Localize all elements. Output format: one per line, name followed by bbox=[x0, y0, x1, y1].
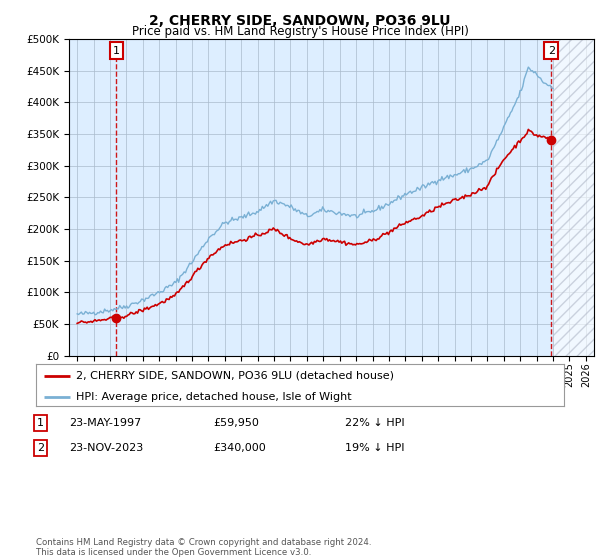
Text: 23-MAY-1997: 23-MAY-1997 bbox=[69, 418, 141, 428]
Text: HPI: Average price, detached house, Isle of Wight: HPI: Average price, detached house, Isle… bbox=[76, 392, 351, 402]
Text: Contains HM Land Registry data © Crown copyright and database right 2024.
This d: Contains HM Land Registry data © Crown c… bbox=[36, 538, 371, 557]
Text: 22% ↓ HPI: 22% ↓ HPI bbox=[345, 418, 404, 428]
Text: £340,000: £340,000 bbox=[213, 443, 266, 453]
Text: 2: 2 bbox=[548, 45, 555, 55]
Text: 23-NOV-2023: 23-NOV-2023 bbox=[69, 443, 143, 453]
Text: 2, CHERRY SIDE, SANDOWN, PO36 9LU (detached house): 2, CHERRY SIDE, SANDOWN, PO36 9LU (detac… bbox=[76, 371, 394, 381]
Text: Price paid vs. HM Land Registry's House Price Index (HPI): Price paid vs. HM Land Registry's House … bbox=[131, 25, 469, 38]
Text: £59,950: £59,950 bbox=[213, 418, 259, 428]
Text: 2, CHERRY SIDE, SANDOWN, PO36 9LU: 2, CHERRY SIDE, SANDOWN, PO36 9LU bbox=[149, 14, 451, 28]
Text: 2: 2 bbox=[37, 443, 44, 453]
Text: 19% ↓ HPI: 19% ↓ HPI bbox=[345, 443, 404, 453]
Text: 1: 1 bbox=[37, 418, 44, 428]
Text: 1: 1 bbox=[113, 45, 120, 55]
